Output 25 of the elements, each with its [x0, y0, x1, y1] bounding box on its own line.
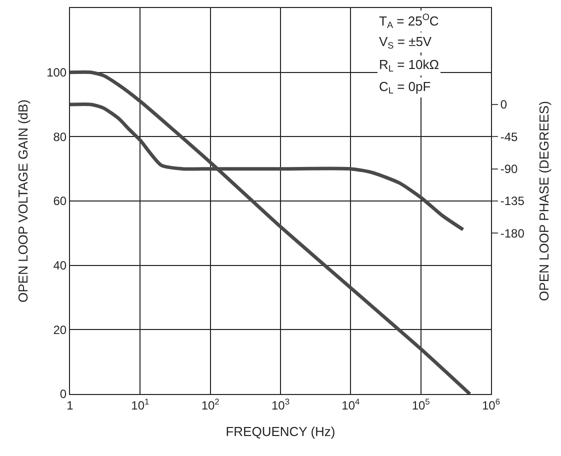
annotation: V$_{S}$ = ±5V: [379, 34, 432, 51]
x-tick-label: 10$^{6}$: [482, 396, 500, 412]
annotation: R$_{L}$ = 10kΩ: [379, 57, 440, 74]
annotation: T$_{A}$ = 25$^{O}$C: [379, 12, 439, 30]
y2-tick-label: -180: [500, 226, 525, 240]
x-tick-label: 1: [66, 398, 74, 412]
annotation: C$_{L}$ = 0pF: [379, 79, 431, 96]
y2-axis-title: OPEN LOOP PHASE (DEGREES): [536, 101, 552, 301]
y2-tick-label: -135: [500, 194, 525, 208]
x-tick-label: 10$^{5}$: [412, 396, 430, 412]
x-tick-label: 10$^{3}$: [271, 396, 290, 412]
y-tick-label: 80: [53, 130, 67, 144]
y2-tick-label: 0: [500, 98, 508, 112]
y2-tick-label: -45: [500, 130, 518, 144]
y2-tick-label: -90: [500, 162, 518, 176]
y-axis-title: OPEN LOOP VOLTAGE GAIN (dB): [16, 100, 31, 302]
x-tick-label: 10$^{4}$: [342, 396, 360, 412]
y-tick-label: 100: [46, 66, 67, 80]
x-axis-title: FREQUENCY (Hz): [226, 424, 336, 439]
y-tick-label: 40: [53, 258, 67, 273]
y-tick-label: 20: [53, 322, 67, 337]
x-tick-label: 10$^{1}$: [131, 396, 150, 412]
y-tick-label: 60: [53, 194, 67, 208]
y-tick-label: 0: [60, 387, 67, 402]
x-tick-label: 10$^{2}$: [201, 396, 220, 412]
